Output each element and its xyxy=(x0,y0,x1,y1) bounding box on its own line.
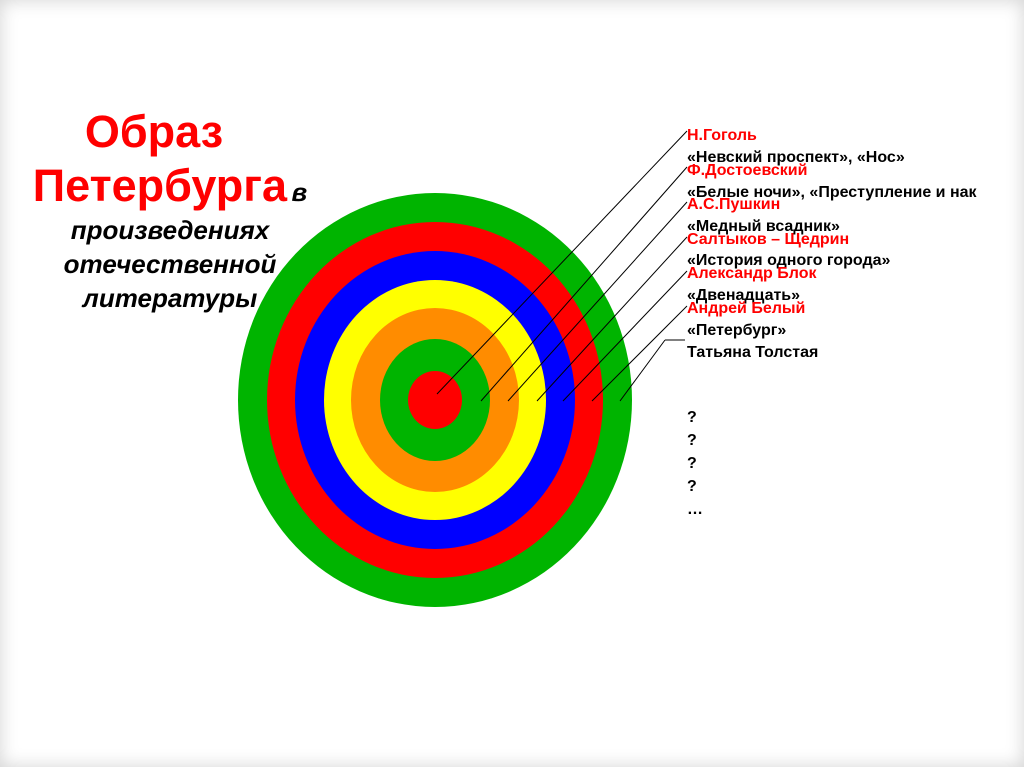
question-mark: ? xyxy=(687,432,697,449)
leader-line xyxy=(536,236,688,402)
title-line-1: Образ xyxy=(84,106,224,157)
leader-line xyxy=(619,339,666,402)
question-mark: ? xyxy=(687,409,697,426)
leader-lines-group xyxy=(436,130,688,402)
work-label-blok: «Двенадцать» xyxy=(687,287,801,304)
work-label-tolstaya: Татьяна Толстая xyxy=(687,344,819,361)
author-label-pushkin: А.С.Пушкин xyxy=(687,196,781,213)
ring-center-red xyxy=(408,371,462,429)
title-word-petersburg: Петербурга xyxy=(32,160,288,211)
author-label-gogol: Н.Гоголь xyxy=(687,127,757,144)
leader-line xyxy=(562,270,688,402)
author-label-saltykov: Салтыков – Щедрин xyxy=(687,231,850,248)
work-label-dostoevsky: «Белые ночи», «Преступление и нак xyxy=(687,184,977,201)
leader-line xyxy=(480,166,688,402)
leader-line xyxy=(507,201,688,402)
leader-line xyxy=(436,130,688,395)
slide-title: Образ Петербурга в произведениях отечест… xyxy=(0,105,340,315)
work-label-gogol: «Невский проспект», «Нос» xyxy=(687,149,905,166)
title-line-4: отечественной xyxy=(63,249,277,279)
question-mark: ? xyxy=(687,455,697,472)
question-mark: ? xyxy=(687,478,697,495)
author-label-blok: Александр Блок xyxy=(687,265,817,282)
work-label-saltykov: «История одного города» xyxy=(687,252,891,269)
author-label-bely: Андрей Белый xyxy=(687,300,806,317)
title-line-5: литературы xyxy=(82,283,258,313)
title-line-2: Петербурга в xyxy=(0,159,340,213)
title-word-v: в xyxy=(291,177,308,207)
work-label-bely: «Петербург» xyxy=(687,322,787,339)
ellipsis: … xyxy=(687,501,703,518)
rings-group xyxy=(238,193,632,607)
work-label-pushkin: «Медный всадник» xyxy=(687,218,840,235)
title-line-3: произведениях xyxy=(70,215,270,245)
author-label-dostoevsky: Ф.Достоевский xyxy=(687,162,808,179)
leader-line xyxy=(591,305,688,402)
